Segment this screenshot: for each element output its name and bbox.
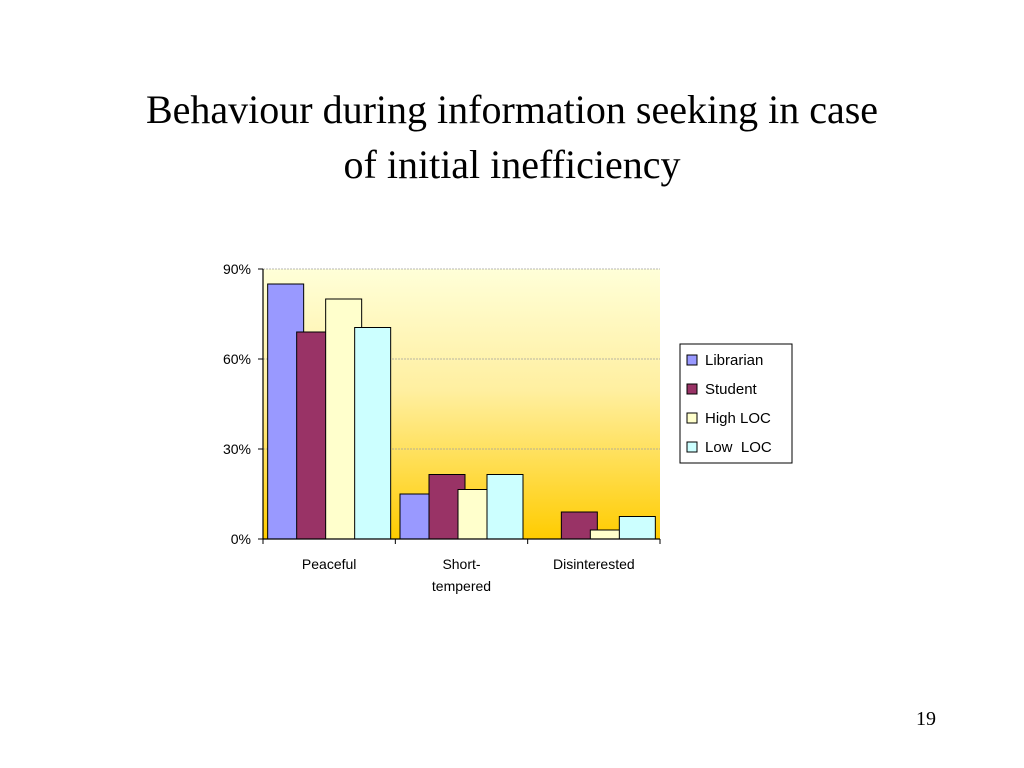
y-tick-label: 0% <box>231 531 251 547</box>
slide-title-line-2: of initial inefficiency <box>343 142 681 187</box>
legend-label: Librarian <box>705 352 763 369</box>
slide-title-line-1: Behaviour during information seeking in … <box>145 87 879 132</box>
legend-label: High LOC <box>705 410 771 427</box>
bar-low-loc-2 <box>618 516 656 540</box>
x-tick-label: Peaceful <box>302 556 356 572</box>
legend-swatch <box>686 412 698 424</box>
y-tick-label: 30% <box>223 441 251 457</box>
legend-swatch <box>686 441 698 453</box>
y-tick-label: 60% <box>223 351 251 367</box>
slide-title: Behaviour during information seeking in … <box>60 82 964 192</box>
legend-box <box>679 343 793 464</box>
x-tick-label: Short-tempered <box>432 556 491 594</box>
page-number: 19 <box>916 708 936 730</box>
bar-low-loc-0 <box>354 327 392 540</box>
x-tick-label: Disinterested <box>553 556 635 572</box>
legend-label: Low LOC <box>705 439 772 456</box>
legend-swatch <box>686 354 698 366</box>
legend-swatch <box>686 383 698 395</box>
legend-label: Student <box>705 381 758 398</box>
bar-low-loc-1 <box>486 474 524 540</box>
y-tick-label: 90% <box>223 261 251 277</box>
